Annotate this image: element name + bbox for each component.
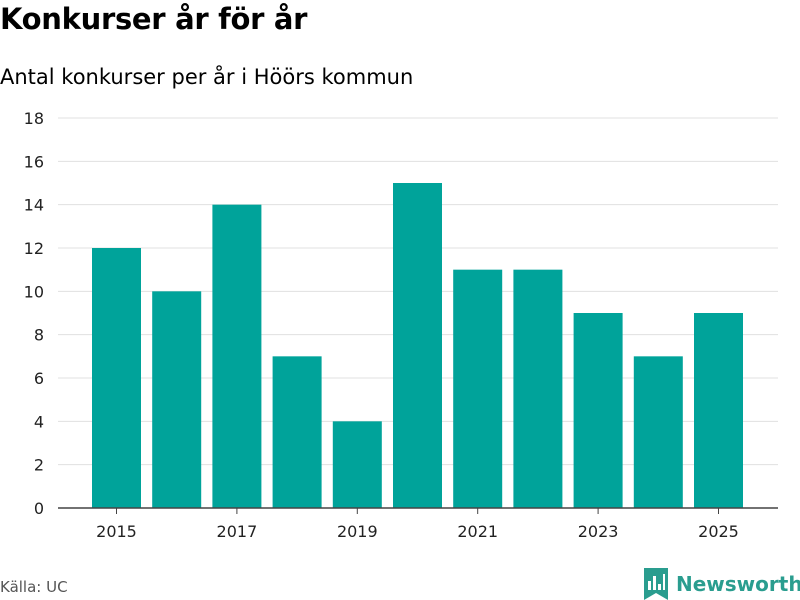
bars	[92, 183, 743, 508]
y-tick-label: 0	[34, 499, 44, 518]
y-tick-label: 18	[24, 109, 44, 128]
bar-2015	[92, 248, 141, 508]
axes: 0 2 4 6 8 10 12 14 16 18 2015 2017 2019 2021 2023 2025	[24, 109, 778, 541]
y-tick-label: 4	[34, 412, 44, 431]
bar-2020	[393, 183, 442, 508]
x-tick-label: 2023	[578, 522, 619, 541]
y-tick-label: 12	[24, 239, 44, 258]
y-tick-label: 6	[34, 369, 44, 388]
y-tick-label: 10	[24, 282, 44, 301]
chart-subtitle: Antal konkurser per år i Höörs kommun	[0, 65, 414, 89]
bar-2021	[453, 269, 503, 508]
y-tick-label: 2	[34, 456, 44, 475]
bar-2023	[573, 313, 623, 508]
bar-2025	[694, 313, 743, 508]
chart-title: Konkurser år för år	[0, 2, 308, 36]
x-tick-label: 2017	[217, 522, 258, 541]
bar-2019	[332, 421, 382, 508]
y-tick-label: 14	[24, 196, 44, 215]
y-tick-label: 16	[24, 152, 44, 171]
x-tick-label: 2015	[96, 522, 137, 541]
bar-chart-bookmark-icon	[644, 568, 668, 600]
source-note: Källa: UC	[0, 578, 68, 596]
y-tick-label: 8	[34, 326, 44, 345]
bar-2018	[272, 356, 322, 508]
brand-logo-group: Newsworthy	[644, 568, 800, 600]
bar-2016	[152, 291, 202, 508]
x-tick-label: 2021	[457, 522, 498, 541]
bar-2024	[633, 356, 683, 508]
brand-name: Newsworthy	[676, 572, 800, 596]
x-tick-label: 2019	[337, 522, 378, 541]
x-tick-label: 2025	[698, 522, 739, 541]
bar-2017	[212, 204, 262, 508]
bar-2022	[513, 269, 563, 508]
